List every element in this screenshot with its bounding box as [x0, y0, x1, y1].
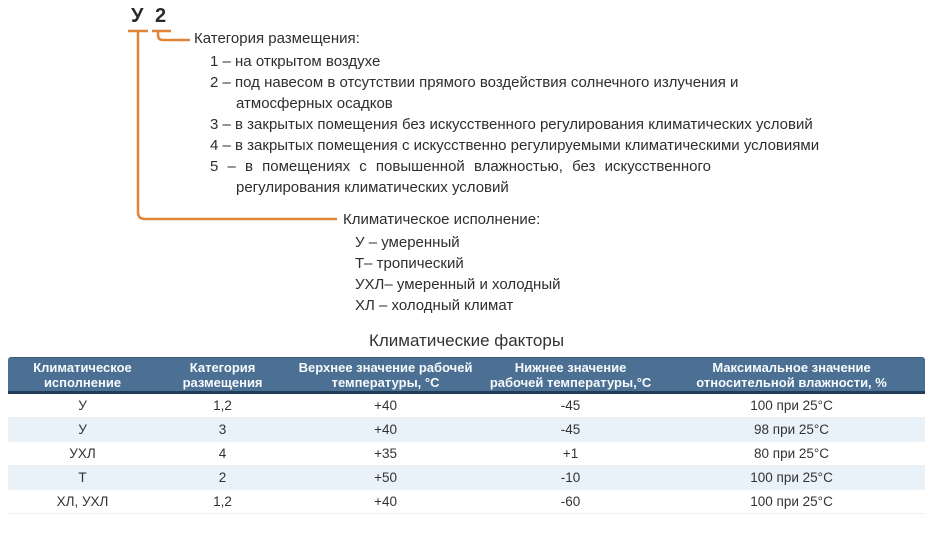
table-cell: УХЛ — [69, 446, 96, 461]
table-cell: +50 — [374, 470, 397, 485]
table-cell: 1,2 — [213, 494, 232, 509]
table-cell: -45 — [560, 398, 581, 413]
table-cell: 98 при 25°С — [754, 422, 830, 437]
table-cell: 100 при 25°С — [750, 470, 833, 485]
climatic-factors-table: Климатические факторы Климатическое испо… — [8, 331, 925, 514]
column-header: Нижнее значение рабочей температуры,°С — [489, 359, 652, 390]
climate-version-list: У – умеренный Т– тропический УХЛ– умерен… — [355, 232, 560, 316]
table-cell: -60 — [560, 494, 581, 509]
placement-item: 3 – в закрытых помещения без искусственн… — [210, 114, 850, 135]
table-header-row: Климатическое исполнение Категория разме… — [8, 357, 925, 394]
placement-item: 1 – на открытом воздухе — [210, 51, 850, 72]
table-cell: ХЛ, УХЛ — [56, 494, 109, 509]
table-title: Климатические факторы — [368, 331, 565, 350]
climate-item: ХЛ – холодный климат — [355, 297, 514, 314]
code-digit: 2 — [155, 5, 167, 27]
placement-item-text: 3 – в закрытых помещения без искусственн… — [210, 116, 813, 133]
table-cell: -45 — [560, 422, 581, 437]
table-cell: Т — [78, 470, 87, 485]
table-cell: -10 — [560, 470, 581, 485]
climate-version-label: Климатическое исполнение: — [343, 211, 541, 228]
placement-item-text: 1 – на открытом воздухе — [210, 53, 381, 70]
table-cell: 1,2 — [213, 398, 232, 413]
column-header: Максимальное значение относительной влаж… — [696, 359, 887, 390]
column-header: Категория размещения — [182, 359, 263, 390]
table-cell: 80 при 25°С — [754, 446, 830, 461]
placement-category-list: 1 – на открытом воздухе 2 – под навесом … — [210, 51, 850, 198]
climate-item: Т– тропический — [355, 255, 464, 272]
table-row: ХЛ, УХЛ 1,2 +40 -60 100 при 25°С — [8, 490, 925, 514]
table-row: Т 2 +50 -10 100 при 25°С — [8, 466, 925, 490]
placement-item: 4 – в закрытых помещения с искусственно … — [210, 135, 850, 156]
climate-item: У – умеренный — [355, 234, 460, 251]
table-cell: У — [78, 422, 87, 437]
table-cell: 3 — [218, 422, 227, 437]
placement-category-label: Категория размещения: — [194, 30, 360, 47]
table-cell: 100 при 25°С — [750, 494, 833, 509]
column-header: Климатическое исполнение — [33, 359, 132, 390]
table-row: УХЛ 4 +35 +1 80 при 25°С — [8, 442, 925, 466]
placement-item: 5 – в помещениях с повышенной влажностью… — [210, 156, 850, 198]
table-cell: +40 — [374, 398, 397, 413]
placement-item-text: 5 – в помещениях с повышенной влажностью… — [210, 158, 711, 175]
table-cell: +1 — [562, 446, 579, 461]
table-row: У 3 +40 -45 98 при 25°С — [8, 418, 925, 442]
climate-item: УХЛ– умеренный и холодный — [355, 276, 561, 293]
placement-item: 2 – под навесом в отсутствии прямого воз… — [210, 72, 850, 114]
table-cell: +40 — [374, 422, 397, 437]
placement-item-text: 4 – в закрытых помещения с искусственно … — [210, 137, 820, 154]
table-cell: 4 — [218, 446, 227, 461]
code-letter: У — [131, 5, 144, 27]
table-cell: +40 — [374, 494, 397, 509]
table-row: У 1,2 +40 -45 100 при 25°С — [8, 394, 925, 418]
table-cell: У — [78, 398, 87, 413]
placement-item-text: атмосферных осадков — [236, 95, 393, 112]
placement-item-text: регулирования климатических условий — [236, 179, 509, 196]
table-cell: +35 — [374, 446, 397, 461]
table-cell: 100 при 25°С — [750, 398, 833, 413]
placement-item-text: 2 – под навесом в отсутствии прямого воз… — [210, 74, 739, 91]
column-header: Верхнее значение рабочей температуры, °С — [298, 359, 473, 390]
table-cell: 2 — [218, 470, 227, 485]
